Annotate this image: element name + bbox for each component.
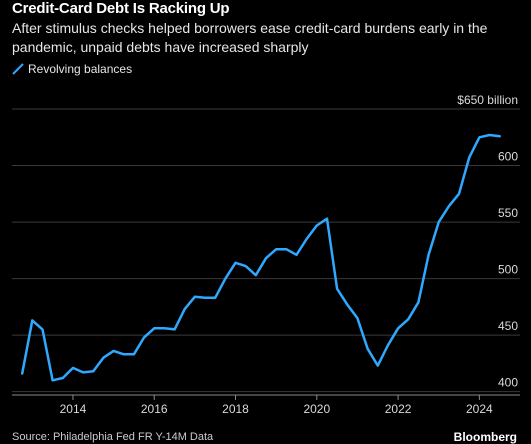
bloomberg-logo: Bloomberg	[453, 430, 517, 444]
y-tick-label-450: 450	[498, 319, 518, 333]
y-tick-label-550: 550	[498, 206, 518, 220]
x-tick-label-2024: 2024	[466, 402, 493, 416]
chart-legend: Revolving balances	[12, 62, 132, 76]
y-tick-label-500: 500	[498, 263, 518, 277]
series-line-revolving-balances	[20, 133, 501, 382]
x-tick-label-2020: 2020	[303, 402, 330, 416]
y-tick-label-650: $650 billion	[457, 93, 518, 107]
x-tick-label-2014: 2014	[60, 402, 87, 416]
chart-title: Credit-Card Debt Is Racking Up	[12, 0, 230, 17]
x-tick-label-2018: 2018	[222, 402, 249, 416]
x-tick-label-2016: 2016	[141, 402, 168, 416]
legend-line-icon	[12, 63, 24, 75]
y-tick-label-400: 400	[498, 376, 518, 390]
legend-label: Revolving balances	[28, 62, 133, 76]
chart-subtitle: After stimulus checks helped borrowers e…	[12, 20, 488, 55]
x-tick-label-2022: 2022	[385, 402, 412, 416]
y-tick-label-600: 600	[498, 150, 518, 164]
source-note: Source: Philadelphia Fed FR Y-14M Data	[12, 431, 214, 443]
